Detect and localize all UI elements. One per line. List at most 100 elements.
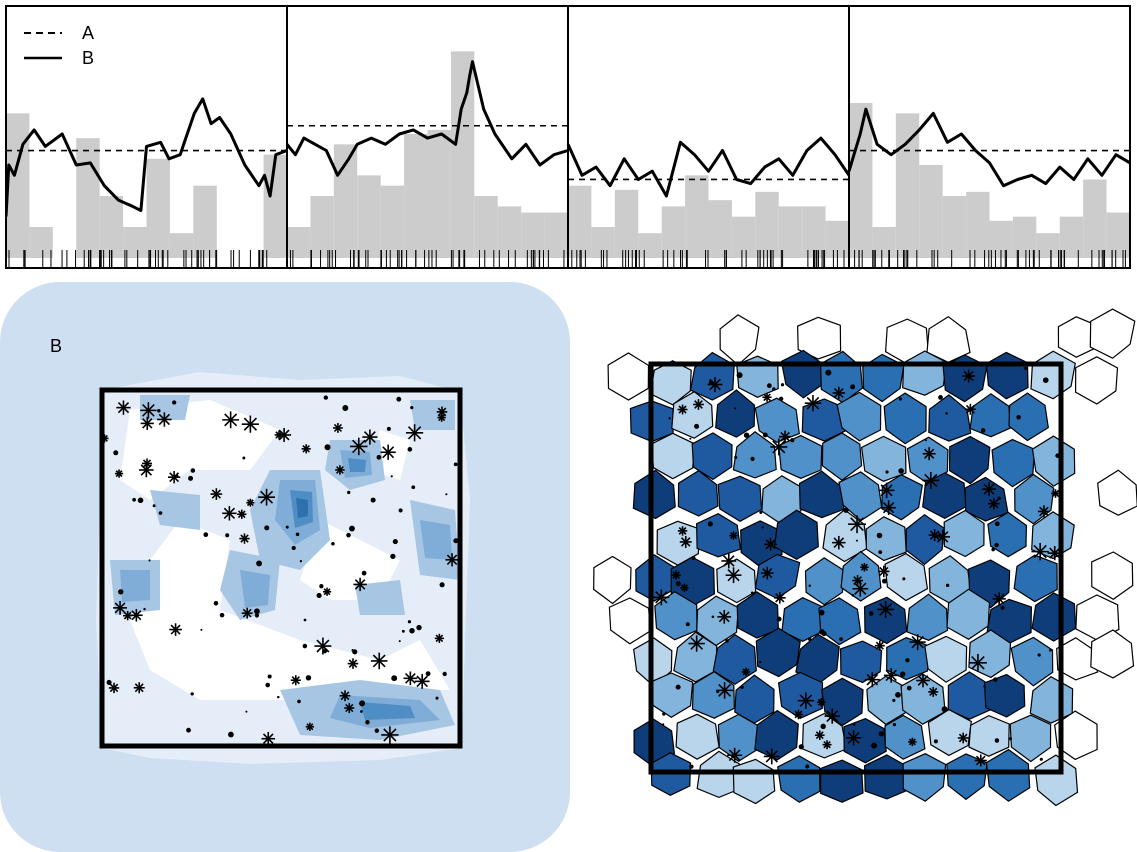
point-dot: [902, 577, 906, 581]
point-dot: [668, 417, 671, 420]
point-star: [694, 400, 703, 409]
histogram-bar: [544, 212, 568, 258]
point-dot: [780, 383, 785, 387]
point-star: [333, 423, 342, 432]
point-dot: [819, 629, 825, 635]
point-dot: [994, 542, 999, 548]
point-star: [1033, 544, 1047, 559]
point-dot: [267, 674, 272, 679]
histogram-bar: [474, 196, 498, 258]
point-dot: [743, 432, 750, 438]
point-dot: [370, 497, 376, 503]
histogram-bar: [989, 220, 1013, 258]
point-dot: [439, 582, 445, 588]
point-dot: [725, 639, 729, 643]
point-dot: [945, 412, 948, 415]
histogram-bar: [146, 158, 170, 258]
density-level: [130, 520, 450, 700]
density-level: [410, 400, 455, 430]
point-dot: [820, 723, 826, 730]
series-b-line: [6, 60, 1130, 217]
point-dot: [898, 397, 902, 401]
point-star: [275, 431, 283, 439]
point-dot: [297, 699, 301, 704]
point-star: [117, 402, 130, 414]
point-star: [407, 426, 422, 440]
point-dot: [349, 525, 355, 532]
point-dot: [895, 692, 901, 698]
point-dot: [759, 510, 763, 514]
point-star: [306, 723, 314, 731]
point-dot: [798, 744, 804, 750]
point-dot: [885, 470, 889, 474]
point-dot: [186, 727, 191, 733]
point-dot: [324, 444, 331, 451]
histogram-bar: [755, 191, 779, 258]
point-dot: [871, 742, 878, 749]
point-star: [963, 370, 974, 382]
point-dot: [242, 456, 246, 460]
voronoi-cell: [732, 758, 776, 805]
voronoi-cell: [649, 672, 694, 719]
point-star: [681, 584, 688, 592]
voronoi-cell: [754, 397, 800, 443]
point-star: [911, 635, 924, 649]
point-dot: [323, 395, 328, 400]
voronoi-cell: [883, 392, 927, 445]
point-dot: [410, 406, 414, 410]
histogram-bar: [825, 220, 849, 258]
point-dot: [143, 607, 146, 611]
point-star: [115, 470, 123, 478]
point-star: [875, 641, 884, 650]
point-dot: [855, 539, 858, 542]
point-star: [847, 731, 860, 744]
point-star: [880, 484, 893, 497]
series-b-segment: [6, 97, 288, 217]
voronoi-cell: [1089, 308, 1136, 359]
point-dot: [346, 532, 351, 538]
point-star: [446, 554, 458, 566]
histogram-bar: [310, 196, 334, 258]
point-dot: [200, 628, 203, 631]
voronoi-cell: [754, 709, 799, 761]
point-dot: [302, 643, 308, 649]
point-star: [336, 466, 344, 474]
point-dot: [882, 578, 887, 584]
point-dot: [445, 493, 448, 496]
histogram-bar: [99, 196, 124, 258]
point-star: [158, 413, 171, 426]
series-b-segment: [566, 136, 851, 198]
voronoi-cell: [671, 390, 714, 439]
point-dot: [319, 584, 324, 589]
point-dot: [662, 712, 666, 716]
voronoi-cell: [843, 718, 887, 764]
point-dot: [759, 660, 762, 664]
point-star: [302, 445, 310, 453]
voronoi-cell: [1031, 592, 1077, 642]
histogram-bar: [404, 134, 428, 258]
point-dot: [106, 679, 112, 685]
histogram-bar: [1012, 216, 1037, 258]
point-dot: [374, 728, 380, 733]
point-dot: [188, 475, 194, 481]
density-level: [296, 498, 308, 518]
voronoi-cell: [928, 394, 972, 442]
point-star: [435, 634, 444, 643]
point-star: [678, 405, 687, 414]
point-dot: [740, 685, 744, 689]
point-star: [727, 569, 740, 582]
point-dot: [1039, 757, 1043, 761]
point-dot: [118, 589, 124, 595]
point-star: [742, 668, 750, 676]
point-star: [854, 582, 867, 595]
point-dot: [892, 723, 897, 727]
legend-label-a: A: [82, 23, 94, 43]
point-star: [823, 740, 831, 749]
point-dot: [295, 532, 300, 537]
voronoi-cell: [839, 640, 883, 684]
voronoi-cell: [902, 753, 947, 802]
point-star: [993, 593, 1005, 605]
point-star: [709, 378, 721, 391]
point-dot: [980, 428, 986, 433]
point-dot: [1023, 366, 1027, 370]
